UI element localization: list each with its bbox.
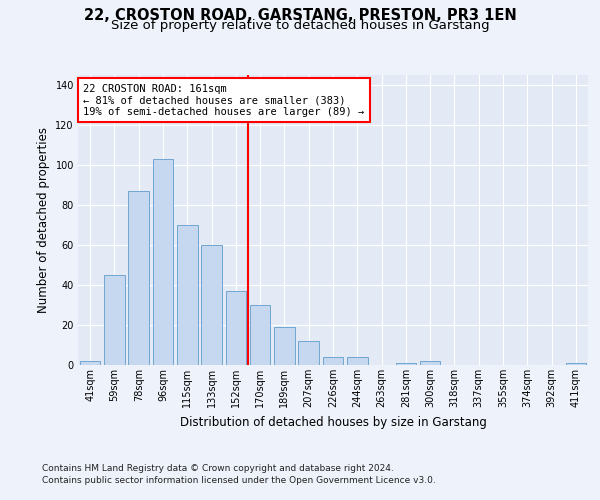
- Bar: [274, 327, 295, 365]
- Bar: [298, 341, 319, 365]
- Bar: [395, 363, 416, 365]
- Bar: [226, 291, 246, 365]
- Text: Size of property relative to detached houses in Garstang: Size of property relative to detached ho…: [110, 19, 490, 32]
- Bar: [128, 191, 149, 365]
- Bar: [420, 361, 440, 365]
- Text: 22, CROSTON ROAD, GARSTANG, PRESTON, PR3 1EN: 22, CROSTON ROAD, GARSTANG, PRESTON, PR3…: [83, 8, 517, 22]
- Text: Contains HM Land Registry data © Crown copyright and database right 2024.: Contains HM Land Registry data © Crown c…: [42, 464, 394, 473]
- Bar: [323, 357, 343, 365]
- Bar: [152, 159, 173, 365]
- Text: Contains public sector information licensed under the Open Government Licence v3: Contains public sector information licen…: [42, 476, 436, 485]
- Text: 22 CROSTON ROAD: 161sqm
← 81% of detached houses are smaller (383)
19% of semi-d: 22 CROSTON ROAD: 161sqm ← 81% of detache…: [83, 84, 364, 117]
- Text: Distribution of detached houses by size in Garstang: Distribution of detached houses by size …: [179, 416, 487, 429]
- Bar: [177, 225, 197, 365]
- Bar: [250, 305, 271, 365]
- Y-axis label: Number of detached properties: Number of detached properties: [37, 127, 50, 313]
- Bar: [566, 363, 586, 365]
- Bar: [80, 361, 100, 365]
- Bar: [201, 245, 222, 365]
- Bar: [104, 275, 125, 365]
- Bar: [347, 357, 368, 365]
